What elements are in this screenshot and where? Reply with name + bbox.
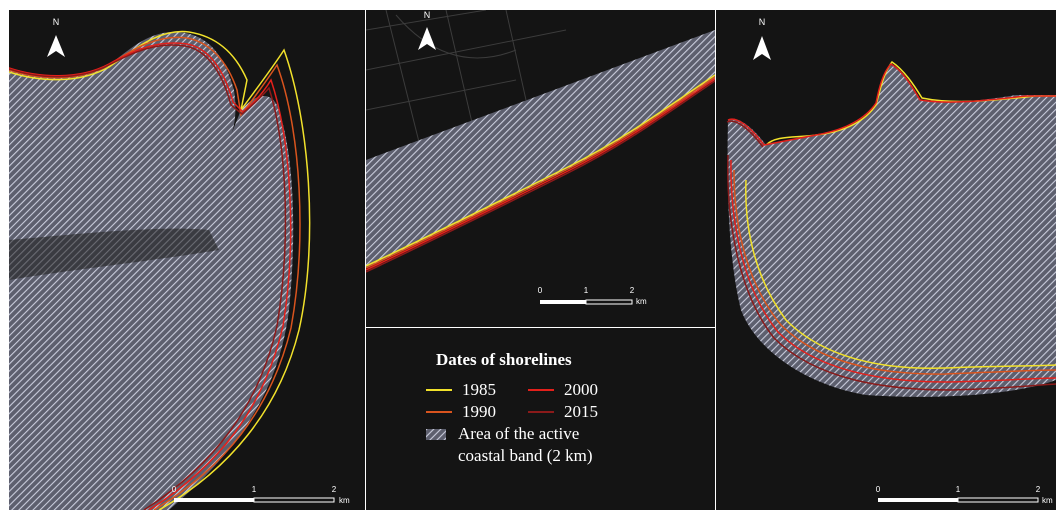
map-right-svg: N 0 1 2 km bbox=[716, 10, 1056, 510]
shoreline-1990 bbox=[733, 169, 1056, 375]
svg-text:2: 2 bbox=[1036, 485, 1041, 494]
coastal-band-area bbox=[727, 65, 1056, 397]
legend-label-2015: 2015 bbox=[564, 402, 598, 421]
legend-item-area-line2: coastal band (2 km) bbox=[458, 446, 593, 466]
shoreline-2000 bbox=[366, 78, 715, 271]
legend-item-1985: 1985 bbox=[426, 380, 496, 400]
shoreline-2015 bbox=[366, 80, 715, 273]
coastal-band-area bbox=[9, 31, 294, 510]
shoreline-2000 bbox=[9, 42, 292, 510]
scale-tick-2: 2 bbox=[332, 485, 337, 494]
shorelines bbox=[9, 30, 311, 510]
svg-text:km: km bbox=[1042, 496, 1053, 505]
shorelines bbox=[726, 60, 1056, 391]
shoreline-1985 bbox=[9, 30, 311, 510]
scale-bar-left: 0 1 2 km bbox=[172, 485, 350, 505]
legend-item-area: Area of the active bbox=[426, 424, 579, 444]
scale-tick-1: 1 bbox=[252, 485, 257, 494]
scale-bar-right: 0 1 2 km bbox=[876, 485, 1053, 505]
legend-label-area-2: coastal band (2 km) bbox=[458, 446, 593, 465]
svg-text:0: 0 bbox=[538, 286, 543, 295]
svg-text:N: N bbox=[759, 17, 766, 27]
legend-label-1985: 1985 bbox=[462, 380, 496, 399]
shoreline-2000 bbox=[727, 63, 1056, 383]
svg-text:N: N bbox=[424, 10, 431, 20]
coastal-band-area bbox=[366, 30, 715, 268]
scale-bar-middle: 0 1 2 km bbox=[538, 286, 647, 306]
svg-text:2: 2 bbox=[630, 286, 635, 295]
legend-item-2015: 2015 bbox=[528, 402, 598, 422]
shoreline-1985 bbox=[366, 74, 715, 267]
urban-texture bbox=[366, 10, 567, 171]
legend-swatch-1990 bbox=[426, 411, 452, 413]
legend-item-2000: 2000 bbox=[528, 380, 598, 400]
map-left-svg: N 0 1 2 km bbox=[9, 10, 365, 510]
legend-swatch-1985 bbox=[426, 389, 452, 391]
svg-text:km: km bbox=[636, 297, 647, 306]
legend-label-1990: 1990 bbox=[462, 402, 496, 421]
legend-label-2000: 2000 bbox=[564, 380, 598, 399]
north-arrow: N bbox=[47, 17, 65, 57]
legend-item-1990: 1990 bbox=[426, 402, 496, 422]
legend-title: Dates of shorelines bbox=[436, 350, 572, 369]
svg-text:1: 1 bbox=[956, 485, 961, 494]
legend-hatch-swatch bbox=[426, 428, 446, 440]
svg-text:1: 1 bbox=[584, 286, 589, 295]
scale-tick-0: 0 bbox=[172, 485, 177, 494]
shoreline-2015 bbox=[726, 120, 1056, 391]
svg-text:0: 0 bbox=[876, 485, 881, 494]
legend: Dates of shorelines 1985 2000 1990 2015 … bbox=[366, 328, 715, 510]
map-panel-right: N 0 1 2 km bbox=[716, 10, 1056, 510]
legend-swatch-2000 bbox=[528, 389, 554, 391]
legend-label-area-1: Area of the active bbox=[458, 424, 580, 443]
shoreline-1990 bbox=[366, 76, 715, 269]
north-arrow: N bbox=[753, 17, 771, 60]
land-dark-area bbox=[9, 228, 219, 280]
north-arrow: N bbox=[418, 10, 436, 50]
shorelines bbox=[366, 74, 715, 273]
shoreline-2015 bbox=[9, 44, 287, 510]
legend-swatch-2015 bbox=[528, 411, 554, 413]
map-middle-svg: N 0 1 2 km bbox=[366, 10, 715, 327]
north-label: N bbox=[53, 17, 60, 27]
map-panel-left: N 0 1 2 km bbox=[9, 10, 365, 510]
scale-unit: km bbox=[339, 496, 350, 505]
map-panel-middle: N 0 1 2 km bbox=[366, 10, 715, 327]
